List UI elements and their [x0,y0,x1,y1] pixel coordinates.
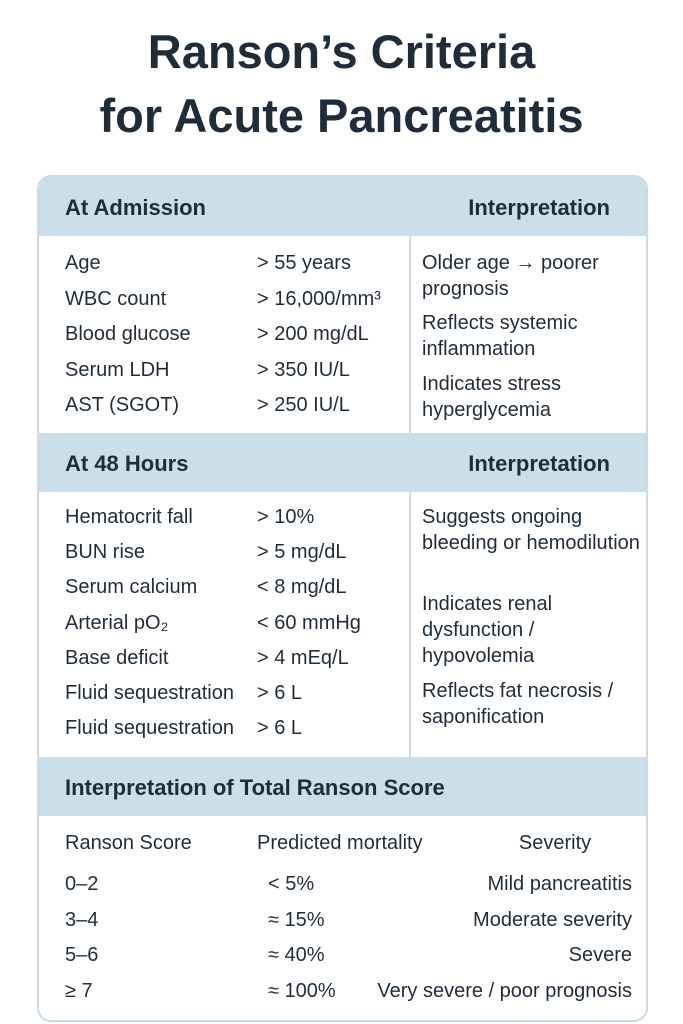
criterion-value: > 55 years [257,252,351,274]
interpretation-heading: Interpretation [468,195,610,220]
severity: Moderate severity [473,908,632,931]
section-heading: At Admission [65,195,206,220]
criterion-name: BUN rise [65,541,146,564]
mortality: < 5% [268,873,315,895]
criterion-name: Blood glucose [65,323,191,345]
mortality: ≈ 100% [268,980,336,1003]
score-range: 3–4 [65,908,99,931]
criterion-value: < 60 mmHg [257,611,361,634]
criterion-name: Base deficit [65,646,169,669]
score-range: 5–6 [65,944,99,967]
interpretation: Older age → poorer prognosis [422,252,599,300]
interpretation: Suggests ongoing bleeding or hemodilutio… [422,506,640,554]
column-header: Severity [518,832,592,854]
severity: Severe [568,944,632,967]
criterion-value: > 10% [257,506,315,528]
interpretation: Reflects fat necrosis / saponification [422,680,614,728]
column-header: Predicted mortality [257,832,423,854]
criterion-value: > 5 mg/dL [257,541,347,564]
criterion-value: > 6 L [257,682,303,704]
criterion-name: Arterial pO₂ [65,611,169,634]
criterion-value: < 8 mg/dL [257,576,347,599]
interpretation: Reflects systemic inflammation [422,312,578,360]
criterion-value: > 200 mg/dL [257,323,369,345]
interpretation: Indicates stress hyperglycemia [422,373,561,421]
section-header [39,757,646,816]
severity: Very severe / poor prognosis [377,980,632,1003]
criterion-name: Fluid sequestration [65,717,234,740]
criterion-name: Age [65,252,101,274]
title: Ranson’s Criteria [147,25,536,78]
criterion-name: Hematocrit fall [65,506,193,528]
criterion-value: > 250 IU/L [257,394,350,416]
section-header [39,177,646,236]
criterion-value: > 6 L [257,717,303,740]
section-heading: Interpretation of Total Ranson Score [65,775,445,800]
criterion-name: Serum calcium [65,576,198,599]
score-range: 0–2 [65,873,99,895]
criterion-name: Fluid sequestration [65,682,234,704]
severity: Mild pancreatitis [487,873,632,895]
score-range: ≥ 7 [65,980,93,1003]
criterion-value: > 4 mEq/L [257,646,349,669]
mortality: ≈ 40% [268,944,325,967]
section-header [39,433,646,492]
divider [409,236,411,433]
title: for Acute Pancreatitis [99,89,584,142]
criterion-name: WBC count [65,287,167,310]
criterion-value: > 350 IU/L [257,358,350,381]
divider [409,492,411,757]
criterion-name: AST (SGOT) [65,394,180,416]
criterion-value: > 16,000/mm³ [257,287,381,310]
criterion-name: Serum LDH [65,358,170,381]
card [37,175,648,1022]
column-header: Ranson Score [65,832,192,854]
mortality: ≈ 15% [268,908,325,931]
interpretation: Indicates renal dysfunction / hypovolemi… [422,593,553,667]
section-heading: At 48 Hours [65,451,189,476]
interpretation-heading: Interpretation [468,451,610,476]
